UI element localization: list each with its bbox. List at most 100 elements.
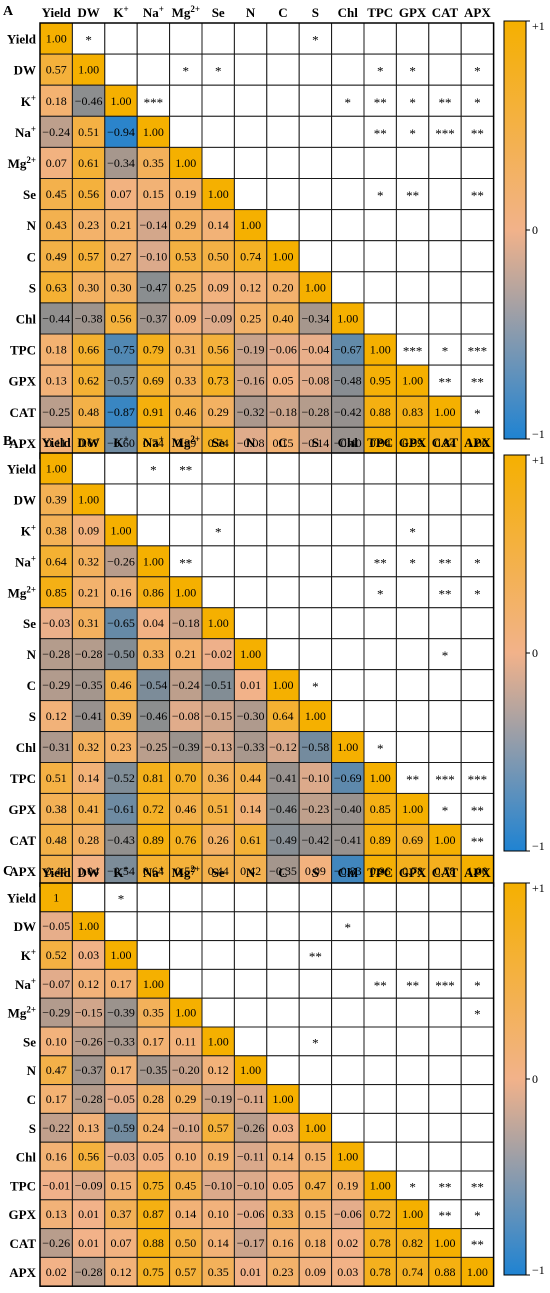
heatmap-cell xyxy=(136,854,171,887)
heatmap-cell xyxy=(136,53,171,86)
cell-value: 0.15 xyxy=(143,187,164,201)
heatmap-cell xyxy=(298,545,333,578)
cell-value: 0.07 xyxy=(111,187,132,201)
heatmap-cell xyxy=(460,271,495,304)
column-label: Mg2+ xyxy=(172,434,200,450)
heatmap-cell xyxy=(136,823,171,856)
heatmap-cell xyxy=(331,1055,365,1086)
cell-value: −0.94 xyxy=(107,125,135,139)
cell-value: 0.14 xyxy=(273,1150,294,1164)
row-label: Chl xyxy=(16,1150,37,1165)
cell-value: 0.73 xyxy=(208,374,229,388)
heatmap-cell xyxy=(169,84,203,117)
heatmap-cell xyxy=(298,146,333,179)
heatmap-cell xyxy=(39,1026,73,1057)
cell-value: 0.21 xyxy=(111,218,132,232)
cell-value: 0.78 xyxy=(402,864,423,878)
heatmap-cell xyxy=(201,997,235,1028)
heatmap-cell xyxy=(428,1141,462,1172)
cell-value: 0.40 xyxy=(273,311,294,325)
cell-value: 0.09 xyxy=(305,1265,326,1279)
cell-value: 0.63 xyxy=(46,280,67,294)
cell-value: 1.00 xyxy=(305,280,326,294)
cell-value: 0.20 xyxy=(273,280,294,294)
heatmap-cell xyxy=(201,669,235,702)
cell-value: 1.00 xyxy=(240,218,261,232)
cell-value: −0.03 xyxy=(107,1150,135,1164)
heatmap-cell xyxy=(233,240,268,273)
heatmap-cell xyxy=(169,53,203,86)
cell-value: 0.82 xyxy=(402,1236,423,1250)
significance-mark: ** xyxy=(179,555,192,570)
row-label: GPX xyxy=(9,1207,37,1222)
panel-label: A xyxy=(3,4,14,19)
significance-mark: * xyxy=(474,406,481,421)
heatmap-cell xyxy=(298,1055,333,1086)
heatmap-cell xyxy=(136,576,171,609)
cell-value: 0.96 xyxy=(370,864,391,878)
heatmap-cell xyxy=(71,84,106,117)
significance-mark: * xyxy=(474,64,481,79)
cell-value: 1.00 xyxy=(240,647,261,661)
heatmap-cell xyxy=(233,997,268,1028)
heatmap-cell xyxy=(266,968,300,999)
cell-value: 0.94 xyxy=(370,436,391,450)
cell-value: 1.00 xyxy=(143,977,164,991)
cell-value: 0.56 xyxy=(78,187,99,201)
heatmap-cell xyxy=(395,607,430,640)
scale-label: 0 xyxy=(532,223,538,237)
cell-value: −0.39 xyxy=(107,1006,135,1020)
heatmap-cell xyxy=(395,452,430,485)
cell-value: 0.87 xyxy=(143,1207,164,1221)
cell-value: −0.10 xyxy=(204,1178,232,1192)
heatmap-cell xyxy=(331,115,365,148)
cell-value: −0.31 xyxy=(42,740,70,754)
heatmap-cell xyxy=(428,395,462,428)
cell-value: −0.67 xyxy=(334,343,362,357)
significance-mark: *** xyxy=(468,772,488,787)
row-label: Chl xyxy=(16,311,37,326)
cell-value: 0.28 xyxy=(78,833,99,847)
heatmap-cell xyxy=(395,271,430,304)
heatmap-cell xyxy=(363,84,397,117)
cell-value: −0.46 xyxy=(75,94,103,108)
heatmap-cell xyxy=(104,302,138,335)
heatmap-cell xyxy=(428,911,462,942)
column-label: Chl xyxy=(338,435,359,450)
heatmap-cell xyxy=(298,669,333,702)
significance-mark: * xyxy=(85,33,92,48)
column-label: Na+ xyxy=(143,864,164,880)
heatmap-cell xyxy=(169,700,203,733)
heatmap-cell xyxy=(169,1170,203,1201)
heatmap-cell xyxy=(331,209,365,242)
scale-label: 0 xyxy=(532,646,538,660)
cell-value: 0.29 xyxy=(175,1092,196,1106)
cell-value: −0.19 xyxy=(204,1092,232,1106)
heatmap-cell xyxy=(363,576,397,609)
column-label: K+ xyxy=(113,434,128,450)
cell-value: −0.37 xyxy=(140,311,168,325)
cell-value: 1.00 xyxy=(337,1150,358,1164)
cell-value: 0.43 xyxy=(46,218,67,232)
cell-value: −0.14 xyxy=(140,218,168,232)
heatmap-cell xyxy=(169,968,203,999)
heatmap-cell xyxy=(331,452,365,485)
cell-value: 0.16 xyxy=(273,1236,294,1250)
cell-value: 0.17 xyxy=(111,1063,132,1077)
column-label: CAT xyxy=(432,435,459,450)
cell-value: 0.53 xyxy=(175,249,196,263)
cell-value: −0.57 xyxy=(107,374,135,388)
significance-mark: * xyxy=(345,95,352,110)
heatmap-cell xyxy=(71,1112,106,1143)
heatmap-cell xyxy=(460,1199,495,1230)
cell-value: 0.78 xyxy=(370,1236,391,1250)
cell-value: 0.28 xyxy=(143,1092,164,1106)
heatmap-cell xyxy=(298,854,333,887)
heatmap-cell xyxy=(331,240,365,273)
cell-value: 0.15 xyxy=(111,1178,132,1192)
heatmap-cell xyxy=(428,997,462,1028)
heatmap-cell xyxy=(428,731,462,763)
cell-value: −0.10 xyxy=(172,1121,200,1135)
cell-value: 0.33 xyxy=(175,374,196,388)
